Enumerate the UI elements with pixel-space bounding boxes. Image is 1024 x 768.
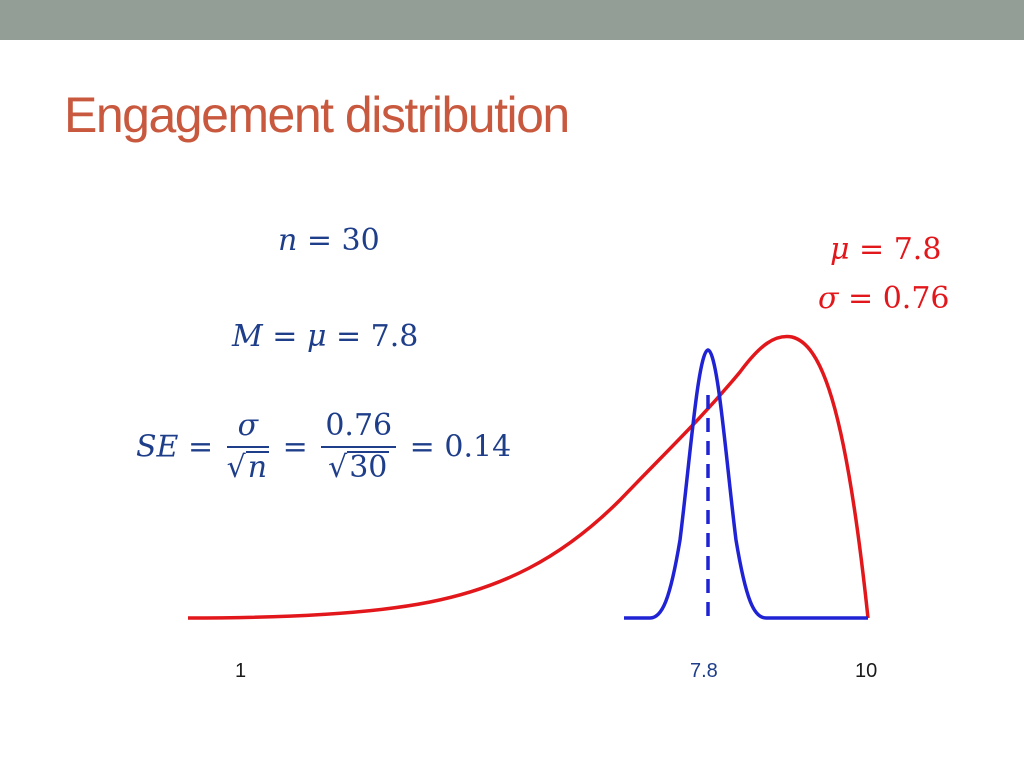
se-eq3: = [400,429,445,465]
pop-mu-value: 7.8 [893,232,942,267]
se-eq1: = [178,429,223,465]
se-frac2-denominator-wrap: √30 [321,448,396,488]
se-frac1-denominator: n [245,450,270,485]
se-fraction-2: 0.76 √30 [321,406,397,488]
m-eq1: = [262,319,307,354]
pop-sigma-sym: σ [818,281,839,316]
se-fraction-1: σ √n [226,406,270,488]
se-result: 0.14 [444,429,512,465]
sqrt-icon: √n [226,450,270,485]
n-eq: = [297,223,342,258]
m-eq2: = [326,319,371,354]
slide-title: Engagement distribution [64,87,570,143]
axis-tick-1: 1 [235,660,247,682]
se-eq2: = [273,429,318,465]
se-lhs: SE [136,429,179,465]
n-var: n [278,223,298,258]
pop-mu-eq: = [849,232,894,267]
sqrt-icon: √30 [328,450,390,485]
formula-n: n = 30 [278,223,380,258]
pop-sigma-value: 0.76 [882,281,950,316]
formula-sample-mean: M = μ = 7.8 [232,319,418,354]
mu-var: μ [306,319,327,354]
m-value: 7.8 [370,319,419,354]
axis-tick-10: 10 [855,660,878,682]
n-value: 30 [341,223,380,258]
top-bar [0,0,1024,40]
pop-sigma-eq: = [838,281,883,316]
sampling-distribution-curve [624,348,868,620]
pop-mu-sym: μ [830,232,850,267]
population-sd: σ = 0.76 [818,281,950,316]
formula-standard-error: SE = σ √n = 0.76 √30 = 0.14 [136,406,511,488]
se-frac1-denominator-wrap: √n [226,448,270,488]
population-mean: μ = 7.8 [830,232,941,267]
se-frac2-numerator: 0.76 [321,406,397,448]
m-var: M [232,319,263,354]
population-curve [187,334,870,620]
se-frac2-denominator: 30 [347,450,390,485]
axis-tick-7-8: 7.8 [690,660,718,682]
se-frac1-numerator: σ [226,406,270,448]
